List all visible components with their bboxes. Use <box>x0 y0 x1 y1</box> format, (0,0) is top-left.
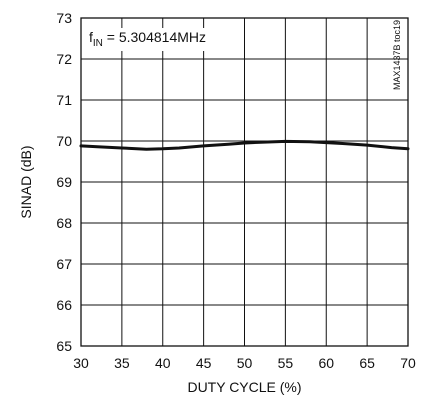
annotation-value: = 5.304814MHz <box>103 29 206 45</box>
input-frequency-annotation: fIN = 5.304814MHz <box>89 29 206 49</box>
y-tick-label: 67 <box>56 256 72 272</box>
y-tick-label: 65 <box>56 338 72 354</box>
x-tick-label: 65 <box>359 355 375 371</box>
annotation-background <box>86 28 210 51</box>
series-line <box>79 139 410 151</box>
y-tick-label: 66 <box>56 297 72 313</box>
x-tick-label: 40 <box>155 355 171 371</box>
x-tick-label: 30 <box>73 355 89 371</box>
x-tick-label: 50 <box>237 355 253 371</box>
series-lines <box>79 139 410 151</box>
x-tick-label: 60 <box>318 355 334 371</box>
y-tick-label: 69 <box>56 174 72 190</box>
x-tick-label: 55 <box>278 355 294 371</box>
y-axis-label: SINAD (dB) <box>18 145 34 218</box>
y-tick-label: 71 <box>56 92 72 108</box>
y-tick-label: 68 <box>56 215 72 231</box>
x-tick-label: 70 <box>400 355 416 371</box>
y-tick-label: 70 <box>56 133 72 149</box>
x-tick-label: 35 <box>114 355 130 371</box>
x-tick-label: 45 <box>196 355 212 371</box>
plot-frame <box>80 17 409 347</box>
annotation-main: f <box>89 29 93 45</box>
y-tick-labels: 65 66 67 68 69 70 71 72 73 <box>56 10 72 354</box>
x-tick-labels: 30 35 40 45 50 55 60 65 70 <box>73 355 416 371</box>
y-tick-label: 72 <box>56 51 72 67</box>
annotation-subscript: IN <box>93 38 103 49</box>
x-axis-label: DUTY CYCLE (%) <box>187 379 301 395</box>
y-tick-label: 73 <box>56 10 72 26</box>
grid-lines <box>80 17 409 347</box>
figure-id: MAX1437B toc19 <box>392 20 402 90</box>
